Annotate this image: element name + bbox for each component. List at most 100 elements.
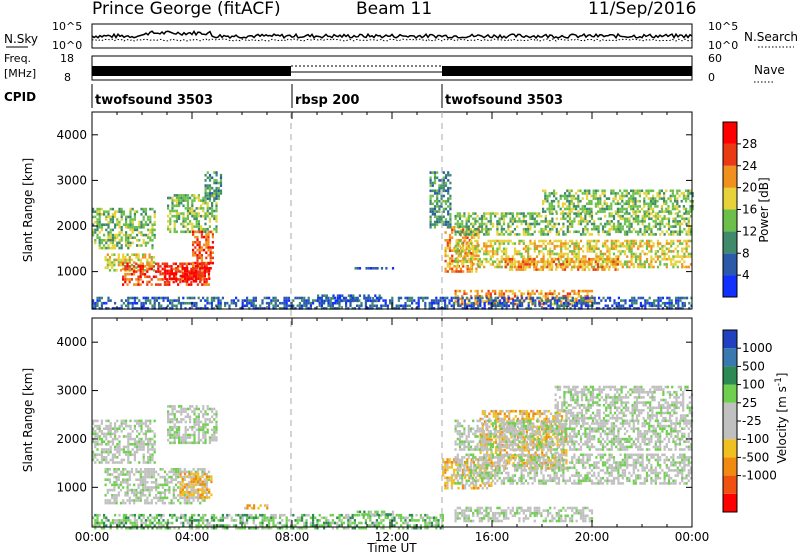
echo-cell — [518, 252, 521, 256]
echo-cell — [391, 296, 394, 300]
echo-cell — [463, 289, 466, 293]
echo-cell — [485, 244, 488, 248]
echo-cell — [131, 448, 134, 451]
echo-cell — [485, 222, 488, 226]
echo-cell — [158, 307, 161, 310]
echo-cell — [129, 301, 132, 305]
echo-cell — [202, 307, 205, 310]
echo-cell — [433, 210, 437, 213]
echo-cell — [100, 296, 103, 300]
echo-cell — [167, 431, 170, 434]
echo-cell — [549, 307, 552, 310]
echo-cell — [147, 223, 150, 226]
echo-cell — [643, 212, 646, 215]
echo-cell — [153, 236, 156, 239]
echo-cell — [623, 250, 627, 253]
echo-cell — [583, 263, 586, 266]
echo-cell — [175, 299, 178, 302]
echo-cell — [170, 269, 173, 273]
echo-cell — [444, 304, 447, 308]
echo-cell — [575, 207, 578, 211]
echo-cell — [173, 220, 176, 223]
echo-cell — [204, 227, 207, 231]
echo-cell — [98, 220, 101, 224]
echo-cell — [455, 252, 458, 255]
echo-cell — [597, 197, 600, 200]
echo-cell — [106, 478, 109, 481]
echo-cell — [136, 443, 139, 446]
echo-cell — [104, 499, 107, 502]
echo-cell — [204, 173, 207, 177]
echo-cell — [204, 199, 207, 202]
echo-cell — [568, 263, 572, 266]
echo-cell — [464, 236, 467, 239]
echo-cell — [535, 214, 539, 218]
echo-cell — [211, 201, 214, 205]
echo-cell — [179, 481, 182, 484]
echo-cell — [672, 233, 675, 236]
echo-cell — [533, 230, 536, 234]
echo-cell — [177, 494, 180, 497]
echo-cell — [168, 277, 171, 280]
echo-cell — [144, 244, 147, 247]
echo-cell — [94, 456, 97, 459]
echo-cell — [588, 250, 591, 253]
echo-cell — [117, 473, 120, 476]
echo-cell — [540, 289, 543, 293]
echo-cell — [141, 470, 145, 474]
echo-cell — [597, 205, 600, 208]
echo-cell — [92, 228, 95, 232]
echo-cell — [490, 307, 493, 310]
echo-cell — [146, 470, 149, 474]
echo-cell — [550, 199, 553, 203]
echo-cell — [138, 419, 141, 423]
echo-cell — [199, 267, 202, 270]
echo-cell — [404, 304, 407, 308]
echo-cell — [579, 189, 582, 193]
echo-cell — [650, 265, 653, 269]
echo-cell — [417, 299, 420, 302]
echo-cell — [619, 263, 622, 266]
echo-cell — [179, 468, 182, 471]
echo-cell — [553, 244, 556, 248]
echo-cell — [270, 301, 273, 305]
echo-cell — [96, 233, 99, 237]
echo-cell — [451, 249, 454, 252]
echo-cell — [540, 302, 543, 306]
echo-cell — [219, 173, 223, 177]
echo-cell — [668, 304, 671, 308]
echo-cell — [168, 265, 171, 268]
echo-cell — [670, 239, 673, 243]
echo-cell — [465, 233, 468, 236]
echo-cell — [181, 270, 184, 273]
echo-cell — [113, 496, 116, 500]
echo-cell — [458, 222, 462, 226]
echo-cell — [329, 301, 332, 305]
echo-cell — [179, 262, 182, 266]
echo-cell — [100, 458, 103, 462]
echo-cell — [568, 257, 571, 261]
echo-cell — [463, 214, 466, 218]
echo-cell — [193, 301, 196, 305]
echo-cell — [116, 236, 119, 239]
echo-cell — [552, 260, 556, 264]
echo-cell — [94, 443, 97, 446]
echo-cell — [453, 226, 456, 229]
echo-cell — [581, 210, 584, 213]
echo-cell — [164, 274, 167, 278]
echo-cell — [103, 450, 106, 454]
echo-cell — [159, 494, 162, 497]
echo-cell — [170, 470, 173, 474]
echo-cell — [604, 304, 607, 308]
echo-cell — [540, 239, 543, 243]
echo-cell — [182, 222, 185, 226]
echo-cell — [548, 260, 551, 264]
echo-cell — [645, 252, 649, 256]
echo-cell — [230, 299, 233, 302]
echo-cell — [175, 194, 178, 197]
echo-cell — [94, 210, 97, 213]
echo-cell — [503, 296, 506, 300]
echo-cell — [167, 410, 170, 413]
echo-cell — [94, 307, 97, 310]
colorbar-swatch — [723, 209, 737, 232]
